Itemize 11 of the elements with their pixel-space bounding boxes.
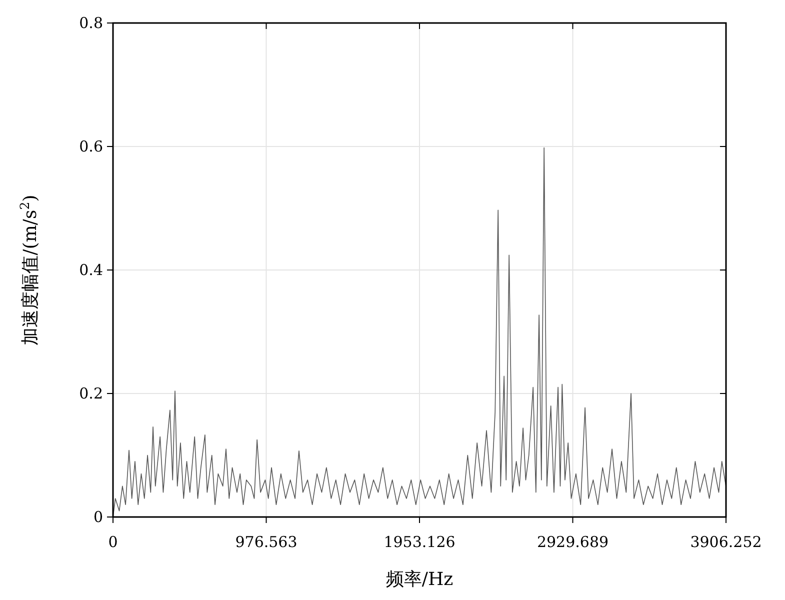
x-tick-label: 0 [108, 533, 118, 551]
x-tick-label: 1953.126 [384, 533, 456, 551]
y-tick-label: 0.2 [79, 384, 103, 402]
x-tick-label: 3906.252 [690, 533, 762, 551]
x-axis-title: 频率/Hz [386, 569, 454, 590]
x-tick-label: 2929.689 [536, 533, 609, 551]
y-tick-label: 0 [93, 508, 103, 526]
y-tick-label: 0.6 [79, 138, 103, 156]
y-tick-label: 0.8 [79, 14, 103, 32]
y-tick-label: 0.4 [79, 261, 103, 279]
x-tick-label: 976.563 [235, 533, 298, 551]
